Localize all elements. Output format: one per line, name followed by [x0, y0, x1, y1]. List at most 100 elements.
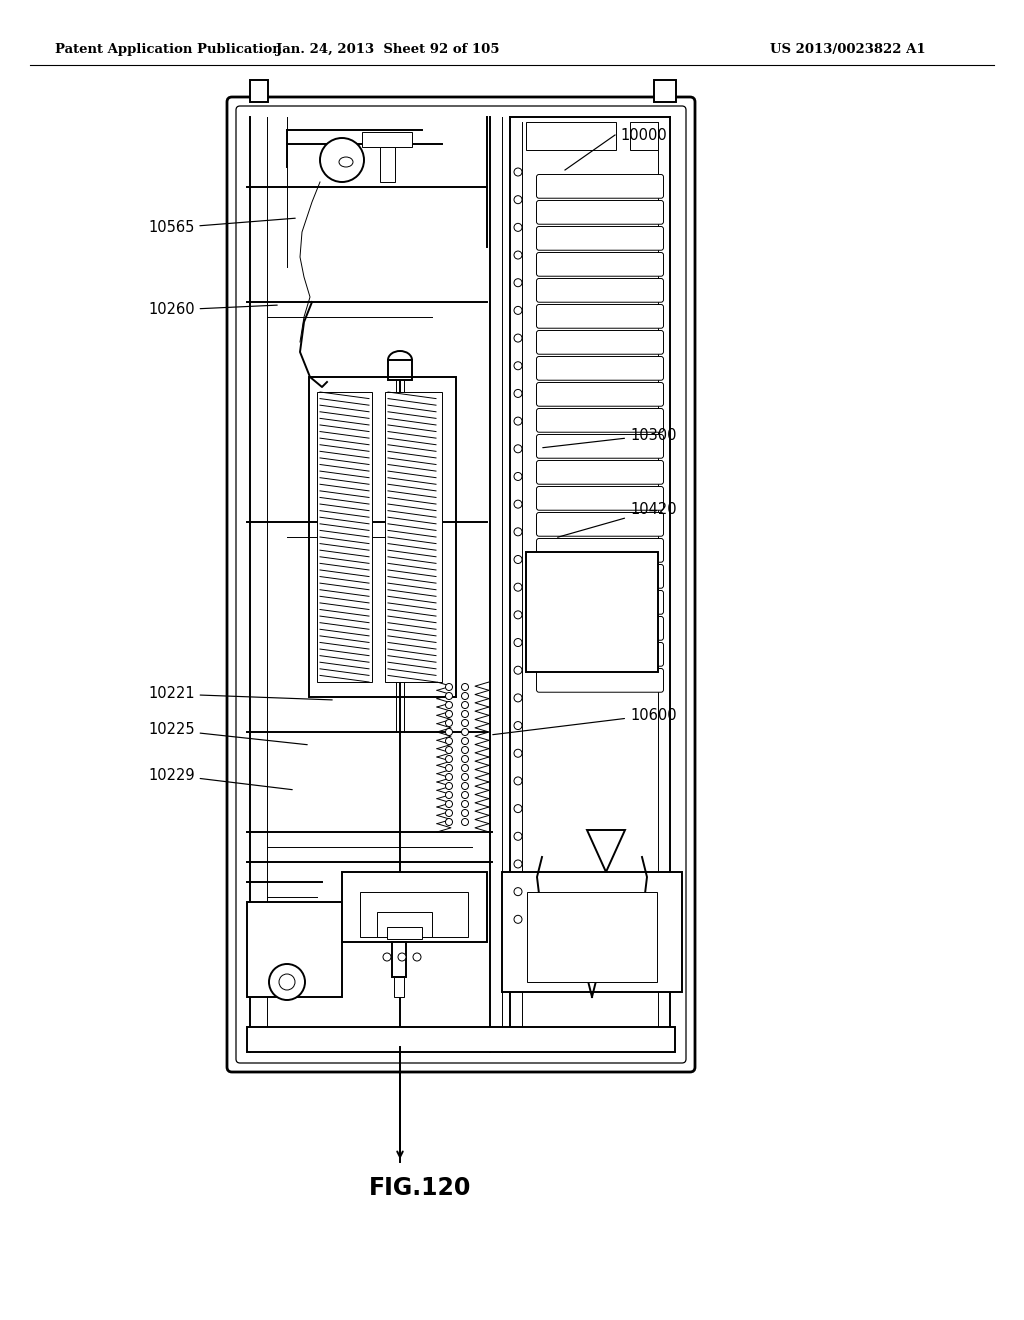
FancyBboxPatch shape [537, 565, 664, 589]
Bar [527, 892, 657, 982]
Circle shape [462, 684, 469, 690]
Bar [654, 81, 676, 102]
Circle shape [445, 818, 453, 825]
Circle shape [445, 738, 453, 744]
FancyBboxPatch shape [537, 434, 664, 458]
Polygon shape [587, 830, 625, 873]
Bar [526, 552, 658, 672]
Circle shape [413, 953, 421, 961]
Circle shape [383, 953, 391, 961]
Circle shape [445, 747, 453, 754]
Circle shape [445, 792, 453, 799]
Circle shape [514, 750, 522, 758]
FancyBboxPatch shape [537, 305, 664, 329]
Bar [380, 147, 395, 182]
Circle shape [514, 583, 522, 591]
Circle shape [514, 168, 522, 176]
Text: 10229: 10229 [148, 767, 292, 789]
Circle shape [462, 701, 469, 709]
FancyBboxPatch shape [537, 668, 664, 692]
Circle shape [514, 223, 522, 231]
Bar [342, 873, 487, 942]
Text: US 2013/0023822 A1: US 2013/0023822 A1 [770, 44, 926, 57]
Circle shape [445, 719, 453, 726]
Bar [377, 912, 432, 937]
Circle shape [514, 556, 522, 564]
Text: 10225: 10225 [148, 722, 307, 744]
Circle shape [445, 755, 453, 763]
FancyBboxPatch shape [537, 539, 664, 562]
Bar [362, 132, 412, 147]
FancyBboxPatch shape [537, 279, 664, 302]
Circle shape [514, 667, 522, 675]
Bar [387, 927, 422, 939]
FancyBboxPatch shape [537, 408, 664, 432]
Circle shape [514, 859, 522, 869]
Circle shape [514, 528, 522, 536]
Circle shape [514, 611, 522, 619]
Circle shape [514, 887, 522, 896]
FancyBboxPatch shape [537, 201, 664, 224]
Text: 10000: 10000 [620, 128, 667, 143]
Circle shape [514, 500, 522, 508]
Ellipse shape [339, 157, 353, 168]
Circle shape [514, 306, 522, 314]
Circle shape [514, 639, 522, 647]
Circle shape [445, 764, 453, 771]
Circle shape [514, 694, 522, 702]
Bar [247, 1027, 675, 1052]
Circle shape [514, 722, 522, 730]
Circle shape [514, 473, 522, 480]
Circle shape [514, 389, 522, 397]
FancyBboxPatch shape [537, 461, 664, 484]
Circle shape [514, 445, 522, 453]
Circle shape [462, 792, 469, 799]
Circle shape [462, 747, 469, 754]
FancyBboxPatch shape [537, 616, 664, 640]
Text: 10600: 10600 [493, 708, 677, 735]
Circle shape [445, 729, 453, 735]
Circle shape [445, 809, 453, 817]
Circle shape [398, 953, 406, 961]
Circle shape [462, 809, 469, 817]
Circle shape [514, 279, 522, 286]
Circle shape [514, 251, 522, 259]
Circle shape [462, 710, 469, 718]
Circle shape [514, 362, 522, 370]
FancyBboxPatch shape [537, 227, 664, 251]
Bar [250, 81, 268, 102]
Bar [526, 121, 616, 150]
FancyBboxPatch shape [537, 356, 664, 380]
Bar [392, 942, 406, 977]
Text: Patent Application Publication: Patent Application Publication [55, 44, 282, 57]
Circle shape [269, 964, 305, 1001]
Bar [394, 977, 404, 997]
FancyBboxPatch shape [537, 512, 664, 536]
Circle shape [279, 974, 295, 990]
Circle shape [514, 417, 522, 425]
Circle shape [462, 800, 469, 808]
FancyBboxPatch shape [537, 590, 664, 614]
Bar [247, 902, 342, 997]
Text: Jan. 24, 2013  Sheet 92 of 105: Jan. 24, 2013 Sheet 92 of 105 [276, 44, 500, 57]
Text: 10221: 10221 [148, 686, 332, 701]
Circle shape [514, 334, 522, 342]
Circle shape [462, 764, 469, 771]
Text: 10260: 10260 [148, 302, 278, 318]
Circle shape [445, 693, 453, 700]
Circle shape [445, 701, 453, 709]
Circle shape [514, 777, 522, 785]
FancyBboxPatch shape [537, 252, 664, 276]
Circle shape [445, 774, 453, 780]
FancyBboxPatch shape [537, 643, 664, 667]
Circle shape [462, 719, 469, 726]
Bar [385, 392, 442, 682]
Bar [388, 360, 412, 380]
Text: 10300: 10300 [543, 428, 677, 447]
Circle shape [445, 783, 453, 789]
Circle shape [319, 139, 364, 182]
FancyBboxPatch shape [537, 383, 664, 407]
Text: 10565: 10565 [148, 218, 295, 235]
Circle shape [514, 195, 522, 203]
Ellipse shape [388, 351, 412, 370]
